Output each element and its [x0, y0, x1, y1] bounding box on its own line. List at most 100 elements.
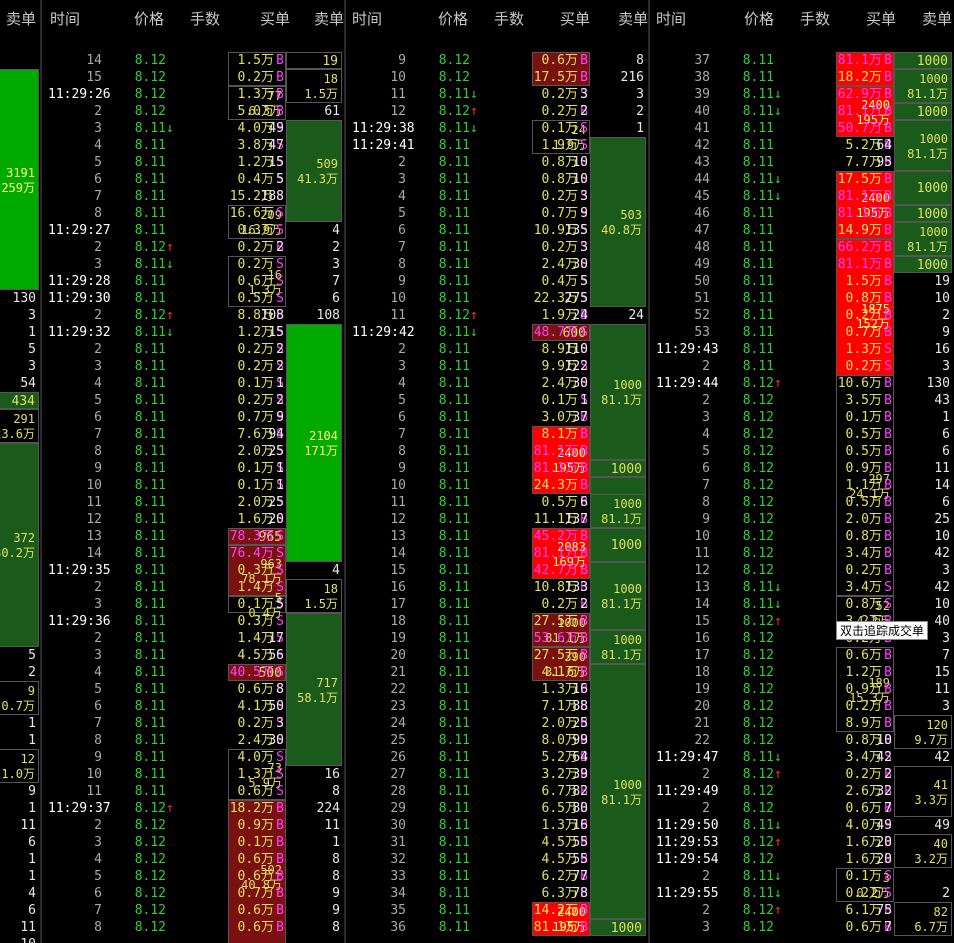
sell-count: 11 — [934, 461, 950, 476]
tick-row: 3 8.12 0.1万 B 1 — [650, 409, 954, 426]
tick-price: 8.12 — [742, 461, 774, 476]
block-amount: 169万 — [552, 554, 586, 569]
tick-volume: 45.2万 — [533, 529, 578, 544]
tick-side: S — [276, 274, 284, 289]
buy-order-block: 2400 195万 — [532, 426, 590, 494]
tick-side: B — [580, 410, 588, 425]
tick-price: 8.12 — [742, 784, 774, 799]
tick-seq: 9 — [702, 512, 710, 527]
tick-seq: 12 — [86, 512, 102, 527]
tick-row: 48 8.11 66.2万 B — [650, 239, 954, 256]
tick-row: 5 8.11 0.7万 S 9 — [346, 205, 648, 222]
buy-count: 64 — [572, 750, 588, 765]
tick-price: 8.11 — [438, 461, 470, 476]
tick-row: 11:29:38 8.11 ↓ 0.1万 S 1 — [346, 120, 648, 137]
block-count: 1000 — [613, 378, 642, 392]
block-count: 1000 — [919, 72, 948, 86]
tick-side: S — [276, 155, 284, 170]
tick-volume: 0.6万 — [845, 801, 882, 816]
buy-count: 80 — [572, 801, 588, 816]
buy-order-block: 73 5.9万 — [228, 749, 286, 800]
block-count: 390 — [564, 650, 586, 664]
tick-price: 8.11 — [134, 342, 166, 357]
tick-row: 11 — [0, 919, 40, 936]
tick-side: B — [580, 529, 588, 544]
tick-volume: 78.3万 — [229, 529, 274, 544]
tick-price: 8.11 — [742, 291, 774, 306]
tick-row: 11:29:35 8.11 0.3万 S 4 — [42, 562, 344, 579]
sell-count: 4 — [332, 563, 340, 578]
tick-side: B — [580, 886, 588, 901]
sell-order-block: 509 41.3万 — [286, 120, 342, 222]
tick-row: 1 — [0, 715, 40, 732]
buy-order-block: 1000 81.1万 — [532, 613, 590, 647]
tick-volume: 0.2万 — [541, 189, 578, 204]
tick-side: B — [580, 750, 588, 765]
tick-seq: 8 — [94, 206, 102, 221]
tick-seq: 43 — [694, 155, 710, 170]
direction-arrow: ↑ — [774, 767, 782, 782]
tick-volume: 0.1万 — [845, 869, 882, 884]
block-amount: 259万 — [1, 180, 35, 195]
buy-count: 99 — [572, 733, 588, 748]
buy-count: 55 — [572, 835, 588, 850]
tick-row: 2 8.12 0.6万 B 7 — [650, 800, 954, 817]
tick-side: B — [884, 393, 892, 408]
tick-row: 12 8.11 11.1万 B 137 — [346, 511, 648, 528]
tick-row: 51 8.11 0.8万 B 10 — [650, 290, 954, 307]
tick-price: 8.11 — [438, 903, 470, 918]
direction-arrow: ↓ — [470, 121, 478, 136]
tick-price: 8.11 — [134, 206, 166, 221]
tick-volume: 7.7万 — [845, 155, 882, 170]
tick-volume: 6.7万 — [541, 784, 578, 799]
tick-row: 8 8.12 0.5万 B 6 — [650, 494, 954, 511]
tick-seq: 15 — [390, 563, 406, 578]
tick-seq: 8 — [398, 257, 406, 272]
buy-order-block: 502 40.8万 — [228, 800, 286, 943]
tick-seq: 6 — [94, 699, 102, 714]
tick-price: 8.12 — [438, 70, 470, 85]
header-2: 手数 — [190, 10, 221, 28]
tick-side: S — [276, 291, 284, 306]
tick-price: 8.12 — [742, 495, 774, 510]
direction-arrow: ↑ — [774, 903, 782, 918]
tick-price: 8.12 — [742, 716, 774, 731]
tick-seq: 53 — [694, 325, 710, 340]
tick-seq: 18 — [694, 665, 710, 680]
tick-volume: 8.1万 — [541, 427, 578, 442]
tick-row: 1 — [0, 324, 40, 341]
tick-seq: 2 — [398, 342, 406, 357]
tick-row: 13 8.11 45.2万 B — [346, 528, 648, 545]
tick-side: B — [884, 53, 892, 68]
tick-side: S — [580, 257, 588, 272]
block-amount: 3.2万 — [914, 852, 948, 866]
tick-side: B — [580, 682, 588, 697]
tick-seq: 16 — [694, 631, 710, 646]
block-count: 717 — [316, 675, 338, 690]
tick-volume: 1.2万 — [237, 325, 274, 340]
tick-side: B — [884, 920, 892, 935]
tick-row: 4 — [0, 885, 40, 902]
block-amount: 81.1万 — [907, 87, 948, 101]
tick-price: 8.12 — [742, 614, 774, 629]
tick-price: 8.11 — [438, 529, 470, 544]
block-count: 1000 — [613, 633, 642, 647]
tick-seq: 5 — [94, 393, 102, 408]
header-0: 卖单 — [6, 10, 37, 28]
tick-side: B — [884, 767, 892, 782]
tick-row: 1 — [0, 851, 40, 868]
tick-row: 11:29:53 8.12 ↑ 1.6万 B 20 — [650, 834, 954, 851]
tick-side: B — [884, 495, 892, 510]
tick-price: 8.11 — [134, 291, 166, 306]
buy-count: 6 — [580, 495, 588, 510]
sell-count: 42 — [934, 580, 950, 595]
block-amount: 15.3万 — [849, 690, 890, 705]
header-1: 价格 — [744, 10, 775, 28]
tick-row: 9 8.11 4.0万 S — [42, 749, 344, 766]
tick-row: 19 8.11 53.6万 B — [346, 630, 648, 647]
tick-side: S — [276, 359, 284, 374]
tick-volume: 53.6万 — [533, 631, 578, 646]
sell-count: 7 — [332, 274, 340, 289]
tick-side: B — [884, 427, 892, 442]
